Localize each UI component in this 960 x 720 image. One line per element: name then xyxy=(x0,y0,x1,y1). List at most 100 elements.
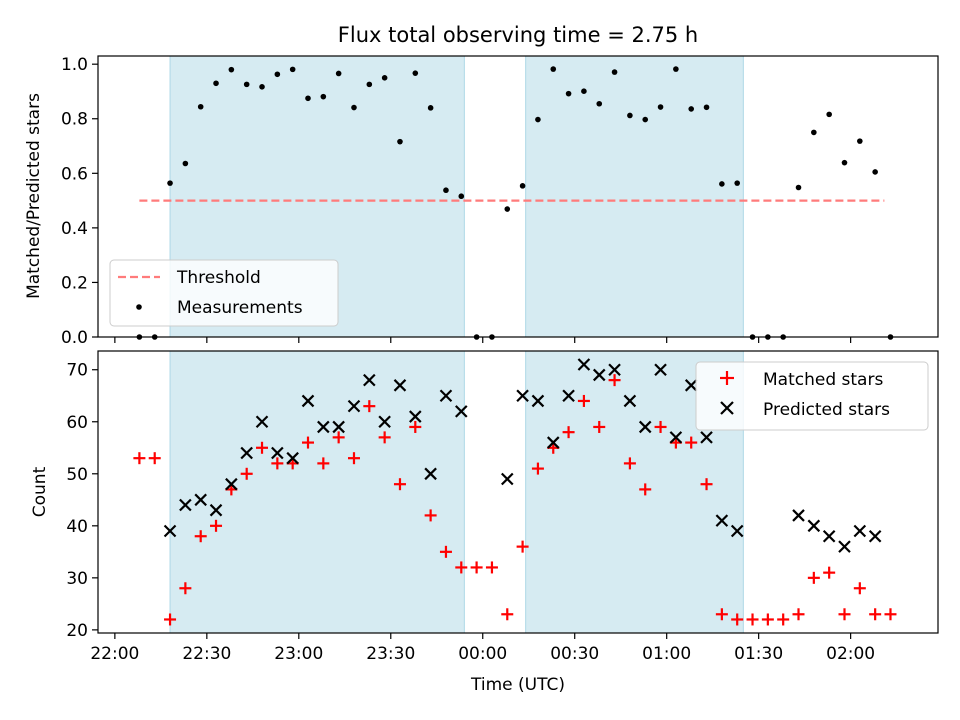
measurement-point xyxy=(581,88,587,94)
measurement-point xyxy=(397,138,403,145)
predicted-star-point xyxy=(347,399,361,413)
predicted-star-point xyxy=(638,420,652,434)
matched-star-point xyxy=(256,441,269,454)
predicted-star-point xyxy=(286,451,299,465)
predicted-star-point xyxy=(669,431,683,444)
matched-star-point xyxy=(485,561,498,574)
matched-star-point xyxy=(501,608,514,621)
predicted-star-point xyxy=(592,368,606,382)
x-tick-label: 00:30 xyxy=(550,644,599,664)
measurement-point xyxy=(458,193,465,200)
y-tick-label: 20 xyxy=(66,621,88,641)
panel-ratio: 0.0 0.2 0.4 0.6 0.8 1.0 Matched/Predicted sta… xyxy=(24,55,939,348)
y-tick-label: 30 xyxy=(66,569,88,589)
predicted-star-point xyxy=(684,379,698,392)
matched-star-point xyxy=(853,582,866,595)
matched-star-point xyxy=(455,561,468,574)
matched-star-point xyxy=(593,420,606,433)
matched-star-point xyxy=(194,530,207,543)
y-tick-label: 0.8 xyxy=(61,110,88,130)
observing-interval-1 xyxy=(169,350,465,634)
x-tick-label: 22:30 xyxy=(182,644,231,664)
predicted-star-point xyxy=(225,477,238,491)
matched-star-point xyxy=(393,478,406,491)
matched-star-point xyxy=(164,613,177,626)
measurement-point xyxy=(611,69,618,75)
predicted-star-point xyxy=(546,436,560,449)
measurement-point xyxy=(688,106,695,112)
y-tick-label: 60 xyxy=(66,413,88,433)
legend-measurements-swatch xyxy=(136,304,142,310)
x-axis-label: Time (UTC) xyxy=(470,675,565,695)
legend-matched-swatch xyxy=(720,371,734,385)
matched-star-point xyxy=(148,452,161,465)
predicted-star-point xyxy=(255,415,269,429)
predicted-star-point xyxy=(822,529,836,543)
matched-star-point xyxy=(531,462,544,475)
measurement-point xyxy=(197,103,204,110)
matched-star-point xyxy=(317,457,330,470)
matched-star-point xyxy=(179,582,192,595)
measurement-point xyxy=(596,100,603,107)
measurement-point xyxy=(627,112,633,119)
predicted-star-point xyxy=(654,363,667,377)
predicted-star-point xyxy=(179,498,192,512)
bottom-axes-frame xyxy=(97,350,939,634)
measurement-point xyxy=(182,160,189,167)
measurement-point xyxy=(366,81,373,88)
measurement-point xyxy=(504,206,511,212)
measurement-point xyxy=(795,184,802,191)
y-tick-label: 70 xyxy=(66,361,88,381)
x-tick-label: 23:00 xyxy=(274,644,323,664)
matched-star-point xyxy=(869,608,882,621)
matched-star-point xyxy=(685,436,698,449)
matched-star-point xyxy=(792,608,805,621)
predicted-star-point xyxy=(577,358,591,371)
measurement-point xyxy=(535,116,541,123)
measurement-point xyxy=(443,187,449,194)
predicted-star-point xyxy=(531,394,545,408)
x-tick-label: 02:00 xyxy=(826,644,875,664)
predicted-star-point xyxy=(853,524,867,538)
predicted-star-point xyxy=(730,524,744,538)
y-axis-label-ratio: Matched/Predicted stars xyxy=(24,93,44,299)
matched-star-point xyxy=(639,483,652,496)
matched-star-point xyxy=(332,431,345,444)
measurement-point xyxy=(167,180,173,186)
measurement-point xyxy=(826,111,832,118)
measurement-point xyxy=(857,138,863,144)
predicted-star-point xyxy=(562,389,575,403)
predicted-star-point xyxy=(363,373,376,387)
matched-star-point xyxy=(777,613,790,626)
legend-count-box xyxy=(695,361,929,431)
legend-predicted-swatch xyxy=(720,401,734,415)
measurement-point xyxy=(642,116,649,123)
matched-star-point xyxy=(731,613,744,626)
matched-star-point xyxy=(133,452,146,465)
measurement-point xyxy=(427,105,434,111)
legend-ratio: Threshold Measurements xyxy=(109,259,339,327)
y-tick-label: 0.6 xyxy=(61,164,88,184)
matched-star-point xyxy=(577,394,590,407)
chart-title: Flux total observing time = 2.75 h xyxy=(338,23,698,47)
matched-star-point xyxy=(715,608,728,621)
observing-interval-2 xyxy=(525,55,744,338)
x-tick-label: 01:00 xyxy=(642,644,691,664)
matched-star-point xyxy=(271,457,284,470)
measurement-point xyxy=(550,66,557,72)
measurement-point xyxy=(305,95,311,102)
predicted-star-point xyxy=(393,379,407,392)
measurement-point xyxy=(351,104,357,111)
y-axis-label-count: Count xyxy=(30,466,50,517)
predicted-star-point xyxy=(332,420,345,434)
x-tick-label: 00:00 xyxy=(458,644,507,664)
matched-star-point xyxy=(210,519,223,532)
predicted-star-point xyxy=(194,493,207,507)
measurement-point xyxy=(274,71,281,78)
measurement-point xyxy=(289,66,296,73)
legend-ratio-box xyxy=(109,259,339,327)
matched-star-point xyxy=(302,436,314,449)
y-tick-label: 50 xyxy=(66,465,88,485)
matched-star-point xyxy=(746,613,759,626)
